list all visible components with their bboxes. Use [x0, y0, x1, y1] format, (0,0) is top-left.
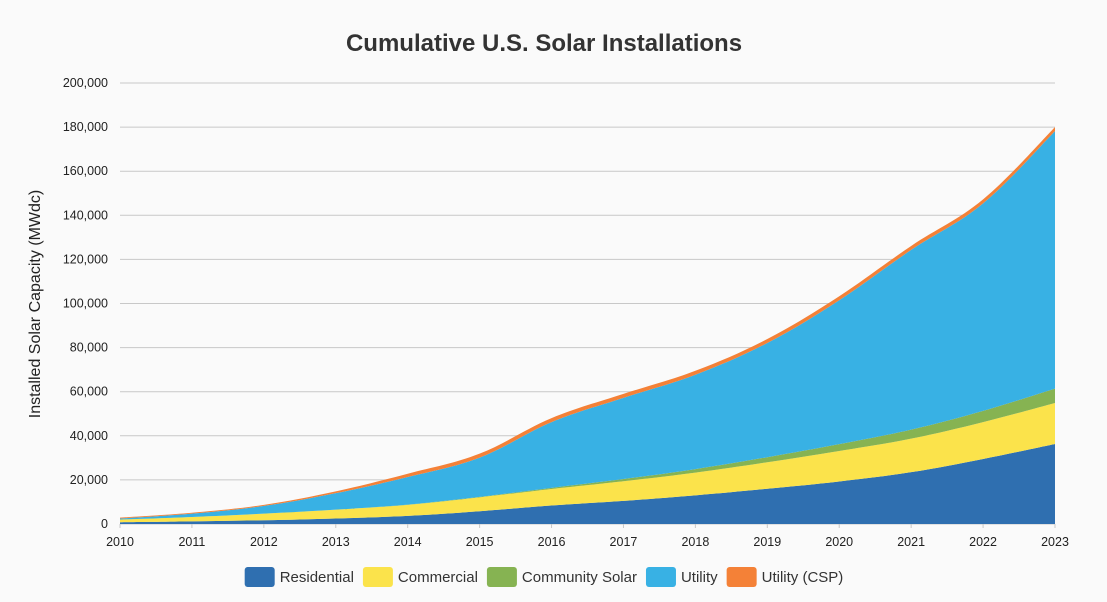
- x-tick-label: 2020: [825, 535, 853, 549]
- legend-swatch: [486, 567, 517, 587]
- legend-swatch: [645, 567, 676, 587]
- legend-label: Utility: [681, 569, 718, 586]
- y-tick-label: 20,000: [70, 473, 108, 487]
- y-tick-label: 140,000: [63, 208, 108, 222]
- x-tick-label: 2013: [322, 535, 350, 549]
- legend-item[interactable]: Commercial: [362, 567, 478, 587]
- y-tick-label: 100,000: [63, 297, 108, 311]
- y-tick-label: 40,000: [70, 429, 108, 443]
- legend-swatch: [726, 567, 757, 587]
- x-tick-label: 2022: [969, 535, 997, 549]
- y-tick-label: 0: [101, 517, 108, 531]
- x-tick-label: 2016: [538, 535, 566, 549]
- legend-swatch: [362, 567, 393, 587]
- x-axis-ticks: 2010 2011 2012 2013 2014 2015 2016 2017 2018 2019…: [106, 535, 1069, 549]
- x-tick-label: 2015: [466, 535, 494, 549]
- area-series-group: [120, 127, 1055, 524]
- x-tick-label: 2023: [1041, 535, 1069, 549]
- area-commercial[interactable]: [120, 402, 1055, 523]
- chart-title: Cumulative U.S. Solar Installations: [346, 30, 742, 57]
- legend-label: Commercial: [398, 569, 478, 586]
- x-tick-label: 2010: [106, 535, 134, 549]
- y-tick-label: 180,000: [63, 120, 108, 134]
- legend-label: Residential: [280, 569, 354, 586]
- x-tick-label: 2014: [394, 535, 422, 549]
- legend-item[interactable]: Community Solar: [486, 567, 637, 587]
- x-tick-label: 2018: [681, 535, 709, 549]
- area-residential[interactable]: [120, 443, 1055, 524]
- x-tick-label: 2017: [610, 535, 638, 549]
- x-tick-label: 2021: [897, 535, 925, 549]
- y-tick-label: 200,000: [63, 76, 108, 90]
- legend-item[interactable]: Residential: [244, 567, 354, 587]
- y-tick-label: 80,000: [70, 341, 108, 355]
- y-axis-ticks: 0 20,000 40,000 60,000 80,000 100,000 120,000 1…: [63, 76, 108, 531]
- y-tick-label: 120,000: [63, 252, 108, 266]
- x-tick-label: 2019: [753, 535, 781, 549]
- x-tick-label: 2012: [250, 535, 278, 549]
- y-tick-label: 60,000: [70, 385, 108, 399]
- legend-item[interactable]: Utility: [645, 567, 718, 587]
- legend: Residential Commercial Community Solar Util…: [244, 567, 844, 587]
- y-axis-label: Installed Solar Capacity (MWdc): [27, 190, 44, 419]
- legend-swatch: [244, 567, 275, 587]
- y-tick-label: 160,000: [63, 164, 108, 178]
- legend-item[interactable]: Utility (CSP): [726, 567, 844, 587]
- gridlines: [119, 82, 1056, 528]
- area-utility[interactable]: [120, 131, 1055, 520]
- legend-label: Utility (CSP): [762, 569, 844, 586]
- x-tick-label: 2011: [178, 535, 205, 549]
- legend-label: Community Solar: [522, 569, 637, 586]
